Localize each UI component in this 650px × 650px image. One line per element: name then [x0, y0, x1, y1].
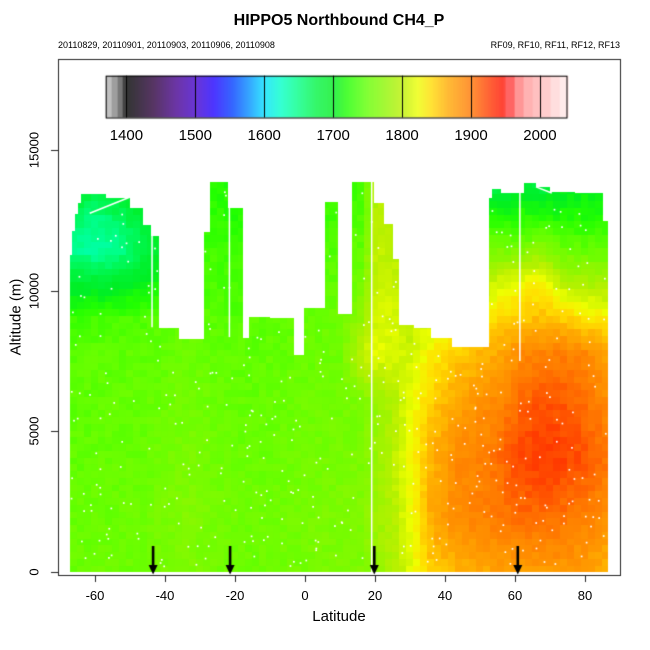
x-tick-label: 80 [577, 588, 593, 603]
y-tick-label: 15000 [26, 131, 42, 169]
x-axis-label: Latitude [312, 608, 366, 625]
x-tick-label: -20 [225, 588, 245, 603]
colorbar-tick-label: 1500 [178, 127, 212, 144]
y-tick-label: 10000 [26, 272, 42, 309]
colorbar-tick-label: 1400 [109, 127, 144, 144]
x-tick-label: -40 [155, 588, 175, 603]
x-tick-label: 0 [301, 588, 309, 603]
x-tick-label: 20 [367, 588, 383, 603]
colorbar-tick-label: 1700 [316, 127, 350, 144]
chart-title: HIPPO5 Northbound CH4_P [233, 12, 445, 29]
colorbar-tick-label: 1800 [385, 127, 419, 144]
subtitle-flights: RF09, RF10, RF11, RF12, RF13 [490, 40, 620, 50]
colorbar-tick-label: 1900 [454, 127, 488, 144]
x-tick-label: -60 [85, 588, 105, 603]
y-tick-label: 0 [26, 568, 42, 576]
y-tick-label: 5000 [26, 416, 42, 446]
subtitle-dates: 20110829, 20110901, 20110903, 20110906, … [58, 40, 275, 50]
colorbar-tick-label: 2000 [523, 127, 557, 144]
x-tick-label: 40 [437, 588, 453, 603]
y-axis-label: Altitude (m) [7, 278, 25, 356]
x-tick-label: 60 [507, 588, 523, 603]
colorbar-tick-label: 1600 [247, 127, 281, 144]
